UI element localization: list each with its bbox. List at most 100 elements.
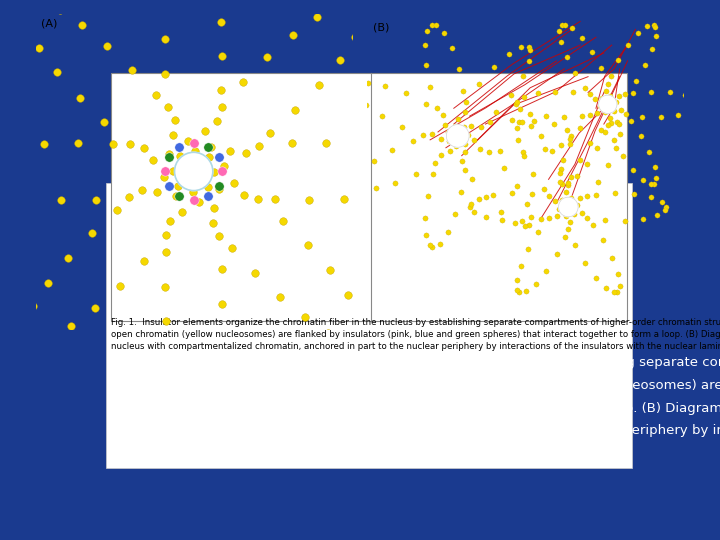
Point xyxy=(564,139,576,148)
Point xyxy=(480,193,492,201)
Point xyxy=(649,163,660,171)
Point xyxy=(554,205,565,213)
Point xyxy=(469,208,480,217)
Point xyxy=(237,78,248,86)
Point xyxy=(238,191,249,199)
Point xyxy=(52,68,63,77)
Point xyxy=(505,90,517,99)
Point xyxy=(176,208,188,217)
Point xyxy=(523,56,535,65)
Point xyxy=(511,124,523,133)
Point xyxy=(158,172,169,181)
Point xyxy=(474,144,485,153)
Text: Insulator elements organize the chromatin fiber in the nucleus by establishing s: Insulator elements organize the chromati… xyxy=(111,356,720,369)
Point xyxy=(549,197,560,206)
Point xyxy=(572,172,583,180)
Point xyxy=(314,81,325,90)
Point xyxy=(590,191,601,199)
Point xyxy=(446,44,457,52)
Point xyxy=(637,214,649,223)
Point xyxy=(487,191,499,200)
Point xyxy=(511,97,523,106)
Point xyxy=(608,288,620,296)
Point xyxy=(201,169,212,178)
Point xyxy=(608,136,620,145)
Point xyxy=(514,105,526,114)
Point xyxy=(181,170,193,178)
Point xyxy=(474,195,485,204)
Point xyxy=(458,123,469,132)
Point xyxy=(600,108,611,117)
Point xyxy=(359,327,371,335)
Point xyxy=(607,253,618,262)
Point xyxy=(565,194,577,202)
Point xyxy=(577,112,588,120)
Point xyxy=(199,126,211,135)
Point xyxy=(123,193,135,201)
Point xyxy=(595,126,607,134)
Point xyxy=(431,104,443,112)
Point xyxy=(600,284,612,293)
Point xyxy=(289,106,301,114)
Point xyxy=(194,170,206,179)
Point xyxy=(636,112,648,121)
Point xyxy=(618,152,629,161)
Point xyxy=(628,89,639,97)
Point xyxy=(176,395,187,404)
Point xyxy=(449,210,461,218)
Point xyxy=(611,287,623,296)
Point xyxy=(73,138,84,147)
Point xyxy=(55,195,67,204)
Point xyxy=(605,92,616,100)
Point xyxy=(181,164,193,173)
Point xyxy=(127,65,138,74)
Point xyxy=(188,407,199,415)
Point xyxy=(523,43,534,51)
Point xyxy=(637,176,649,185)
Point xyxy=(370,192,382,200)
Point xyxy=(213,153,225,161)
Point xyxy=(438,29,449,37)
Point xyxy=(138,144,150,152)
Point xyxy=(189,146,200,155)
Point xyxy=(598,236,609,245)
Point xyxy=(218,162,230,171)
Point xyxy=(454,131,465,139)
Point xyxy=(287,31,299,39)
Point xyxy=(600,104,611,112)
Point xyxy=(563,204,575,213)
Point xyxy=(602,102,613,110)
Point xyxy=(435,150,446,159)
Point xyxy=(371,184,382,192)
Point xyxy=(561,188,572,197)
Point xyxy=(151,188,163,197)
Point xyxy=(425,83,436,91)
Point xyxy=(17,333,28,341)
Circle shape xyxy=(446,125,469,147)
Point xyxy=(549,87,561,96)
Point xyxy=(397,186,408,195)
Point xyxy=(444,147,456,156)
Point xyxy=(354,311,366,320)
Point xyxy=(210,363,222,372)
Point xyxy=(112,205,123,214)
Point xyxy=(650,31,662,40)
Point xyxy=(544,214,555,222)
Point xyxy=(300,313,311,322)
Point xyxy=(552,250,563,259)
Point xyxy=(646,87,657,96)
Text: (B): (B) xyxy=(373,23,390,33)
Point xyxy=(498,164,510,172)
Point xyxy=(356,185,368,193)
Point xyxy=(274,293,286,301)
Point xyxy=(174,192,185,201)
Point xyxy=(277,217,289,225)
Point xyxy=(693,103,704,111)
Point xyxy=(587,48,598,57)
Point xyxy=(253,141,264,150)
Point xyxy=(513,118,525,126)
Point xyxy=(424,241,436,249)
Point xyxy=(17,8,28,16)
Point xyxy=(645,180,657,188)
Point xyxy=(408,151,419,160)
